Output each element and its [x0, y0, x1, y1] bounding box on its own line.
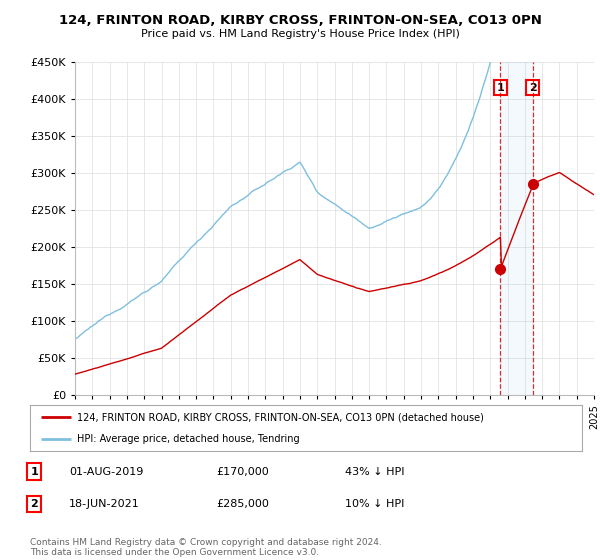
- Text: 43% ↓ HPI: 43% ↓ HPI: [345, 466, 404, 477]
- Text: 1: 1: [496, 82, 504, 92]
- Text: 124, FRINTON ROAD, KIRBY CROSS, FRINTON-ON-SEA, CO13 0PN: 124, FRINTON ROAD, KIRBY CROSS, FRINTON-…: [59, 14, 541, 27]
- Text: £170,000: £170,000: [216, 466, 269, 477]
- Text: Contains HM Land Registry data © Crown copyright and database right 2024.
This d: Contains HM Land Registry data © Crown c…: [30, 538, 382, 557]
- Text: 2: 2: [31, 499, 38, 509]
- Text: 1: 1: [31, 466, 38, 477]
- Text: HPI: Average price, detached house, Tendring: HPI: Average price, detached house, Tend…: [77, 435, 299, 444]
- Text: Price paid vs. HM Land Registry's House Price Index (HPI): Price paid vs. HM Land Registry's House …: [140, 29, 460, 39]
- Text: 10% ↓ HPI: 10% ↓ HPI: [345, 499, 404, 509]
- Text: 2: 2: [529, 82, 536, 92]
- Text: 124, FRINTON ROAD, KIRBY CROSS, FRINTON-ON-SEA, CO13 0PN (detached house): 124, FRINTON ROAD, KIRBY CROSS, FRINTON-…: [77, 412, 484, 422]
- Bar: [500, 62, 533, 395]
- Text: 18-JUN-2021: 18-JUN-2021: [69, 499, 140, 509]
- Text: £285,000: £285,000: [216, 499, 269, 509]
- Text: 01-AUG-2019: 01-AUG-2019: [69, 466, 143, 477]
